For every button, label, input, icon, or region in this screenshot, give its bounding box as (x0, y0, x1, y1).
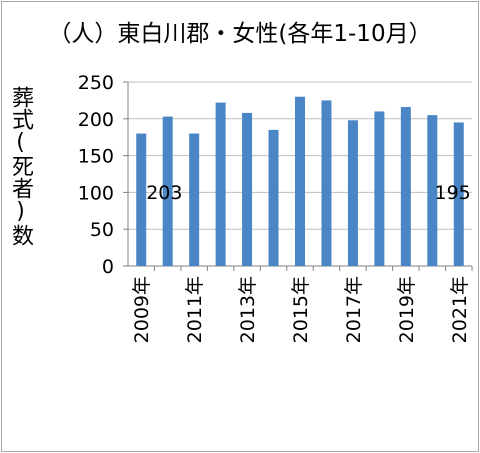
x-tick-label: 2021年 (449, 276, 471, 343)
y-tick-label: 200 (78, 109, 114, 131)
y-tick-label: 50 (90, 219, 114, 241)
x-tick-label: 2013年 (237, 276, 259, 343)
bar (400, 107, 411, 266)
y-axis-label: 葬式(死者)数 (8, 86, 33, 246)
bar (295, 96, 305, 266)
x-tick-label: 2019年 (396, 276, 418, 343)
x-tick-label: 2017年 (343, 276, 365, 343)
bar (136, 133, 147, 266)
bar (427, 115, 438, 267)
y-tick-label: 100 (78, 182, 114, 204)
x-tick-label: 2009年 (131, 276, 153, 343)
bar (453, 122, 464, 266)
bar (347, 120, 358, 266)
bar (321, 100, 332, 267)
x-tick-label: 2011年 (184, 276, 206, 343)
chart-title: （人）東白川郡・女性(各年1-10月） (48, 21, 432, 47)
y-tick-label: 150 (78, 146, 114, 168)
bar (162, 116, 173, 266)
bar (215, 102, 226, 266)
bar (242, 112, 253, 266)
bar (268, 129, 279, 266)
data-label: 195 (435, 182, 471, 204)
x-tick-label: 2015年 (290, 276, 312, 343)
data-label: 203 (146, 182, 182, 204)
y-tick-label: 250 (78, 72, 114, 94)
bar (189, 133, 200, 266)
y-tick-label: 0 (102, 256, 114, 278)
bar (374, 111, 385, 266)
